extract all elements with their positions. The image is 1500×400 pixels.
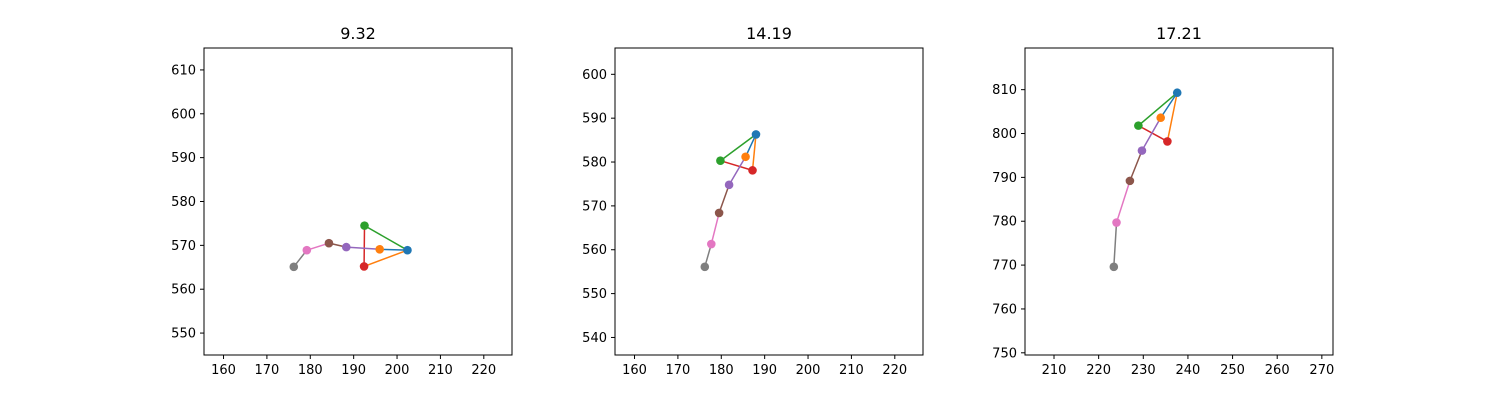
point-p0 [403, 245, 412, 255]
point-p4 [341, 242, 351, 252]
x-tick-label: 210 [839, 363, 864, 378]
segment-p4-p5 [718, 184, 730, 214]
y-tick-label: 800 [992, 127, 1017, 142]
subplot-title: 9.32 [340, 24, 376, 43]
segment-p0-p3 [751, 133, 757, 172]
point-p5 [1125, 176, 1135, 186]
segment-p0-p3 [1166, 91, 1178, 143]
point-p4 [1137, 146, 1147, 155]
point-p7 [700, 262, 710, 272]
x-tick-label: 190 [752, 363, 777, 378]
point-p3 [1163, 137, 1172, 146]
x-tick-label: 190 [341, 363, 366, 378]
x-tick-label: 220 [1086, 363, 1111, 378]
point-p5 [714, 208, 724, 218]
x-tick-label: 170 [254, 363, 279, 378]
point-p2 [360, 221, 369, 230]
axes-frame [203, 47, 513, 356]
y-tick-label: 590 [171, 151, 196, 166]
y-tick-label: 610 [171, 63, 196, 78]
y-tick-label: 600 [171, 107, 196, 122]
y-tick-label: 580 [582, 156, 607, 171]
x-tick-label: 230 [1131, 363, 1156, 378]
x-tick-label: 160 [211, 363, 236, 378]
segment-p2-p3 [719, 159, 754, 172]
segment-p0-p2 [719, 133, 757, 162]
point-p1 [741, 152, 750, 162]
x-tick-label: 170 [665, 363, 690, 378]
point-p2 [1134, 121, 1143, 130]
y-tick-label: 770 [992, 259, 1017, 274]
x-tick-label: 200 [385, 363, 410, 378]
y-tick-label: 580 [171, 195, 196, 210]
segment-p1-p4 [728, 156, 747, 186]
x-tick-label: 220 [471, 363, 496, 378]
x-tick-label: 240 [1176, 363, 1201, 378]
x-tick-label: 200 [796, 363, 821, 378]
point-p4 [724, 180, 734, 190]
point-p1 [375, 245, 384, 254]
subplot-2: 14.19 160 170 180 190 200 210 220 540 550 560 570 58… [582, 24, 924, 378]
y-tick-label: 790 [992, 171, 1017, 186]
y-tick-label: 590 [582, 112, 607, 127]
segment-p0-p1 [1159, 91, 1178, 119]
point-p2 [716, 156, 725, 166]
y-tick-label: 570 [171, 239, 196, 254]
x-tick-label: 260 [1265, 363, 1290, 378]
x-tick-label: 160 [622, 363, 647, 378]
y-tick-label: 550 [582, 287, 607, 302]
subplot-1: 9.32 160 170 180 190 200 210 220 550 560 570 580 590… [171, 24, 513, 378]
point-p3 [748, 166, 757, 175]
segment-p6-p7 [1113, 221, 1118, 268]
segment-p5-p6 [710, 212, 720, 245]
y-tick-label: 760 [992, 302, 1017, 317]
y-tick-label: 560 [582, 243, 607, 258]
x-tick-label: 270 [1309, 363, 1334, 378]
x-tick-label: 210 [1042, 363, 1067, 378]
point-p1 [1156, 113, 1165, 123]
subplot-title: 14.19 [746, 24, 792, 43]
y-tick-label: 780 [992, 215, 1017, 230]
subplot-3: 17.21 210 220 230 240 250 260 270 750 760 770 780 79… [992, 24, 1334, 378]
x-tick-label: 180 [709, 363, 734, 378]
point-p6 [1112, 218, 1121, 227]
segment-p0-p2 [363, 224, 409, 251]
segment-p4-p5 [1129, 149, 1143, 182]
y-tick-label: 600 [582, 68, 607, 83]
x-tick-label: 250 [1220, 363, 1245, 378]
axes-frame [1024, 47, 1334, 356]
subplot-grid: 9.32 160 170 180 190 200 210 220 550 560 570 580 590… [171, 24, 1334, 378]
subplot-title: 17.21 [1156, 24, 1202, 43]
segment-p0-p1 [378, 248, 409, 251]
x-tick-label: 180 [298, 363, 323, 378]
y-tick-label: 540 [582, 331, 607, 346]
segment-p5-p6 [1115, 180, 1131, 224]
segment-p2-p3 [1137, 124, 1169, 143]
segment-p0-p3 [363, 249, 409, 268]
point-p7 [1109, 262, 1119, 272]
y-tick-label: 570 [582, 199, 607, 214]
segment-p0-p2 [1137, 91, 1178, 127]
point-p7 [289, 262, 299, 272]
point-p0 [751, 130, 761, 139]
segment-p1-p4 [345, 246, 381, 251]
y-tick-label: 560 [171, 283, 196, 298]
axes-frame [614, 47, 924, 356]
y-tick-label: 810 [992, 83, 1017, 98]
y-tick-label: 750 [992, 346, 1017, 361]
segment-p1-p4 [1141, 116, 1162, 152]
point-p6 [707, 239, 716, 249]
x-tick-label: 220 [882, 363, 907, 378]
x-tick-label: 210 [428, 363, 453, 378]
point-p3 [359, 262, 369, 271]
y-tick-label: 550 [171, 327, 196, 342]
point-p6 [302, 245, 312, 255]
point-p0 [1172, 88, 1182, 98]
point-p5 [324, 238, 334, 248]
